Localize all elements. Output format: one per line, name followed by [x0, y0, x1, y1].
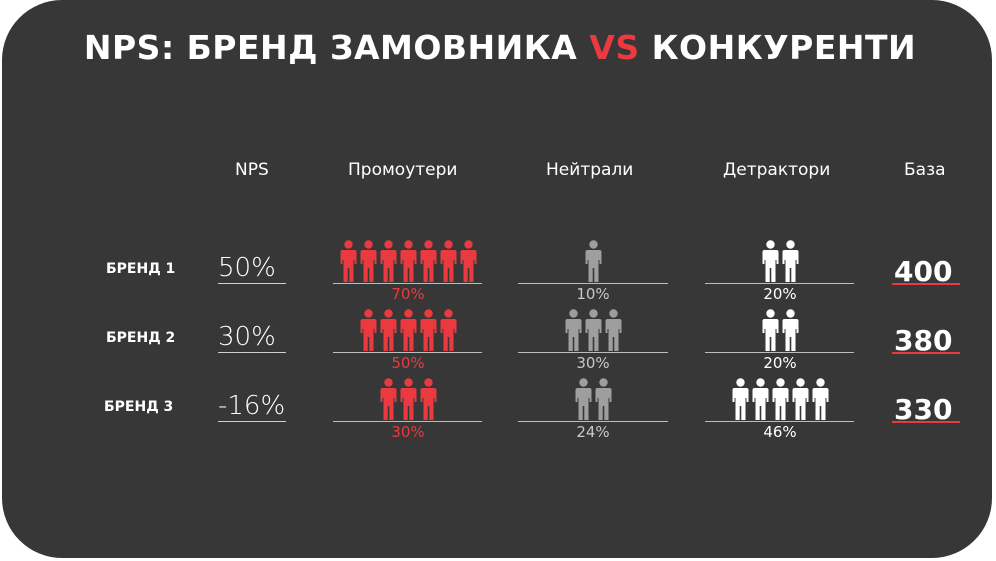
- person-icon: [782, 309, 798, 351]
- person-icon: [762, 240, 778, 282]
- header-promoters: Промоутери: [348, 160, 458, 180]
- promoters-icons: [338, 240, 478, 282]
- title-text: NPS: БРЕНД ЗАМОВНИКА: [83, 28, 590, 67]
- person-icon: [360, 309, 376, 351]
- nps-underline: [218, 421, 286, 422]
- nps-value: 30%: [218, 322, 276, 352]
- promoters-baseline: [333, 352, 482, 353]
- promoters-baseline: [333, 283, 482, 284]
- person-icon: [782, 240, 798, 282]
- base-value: 400: [894, 255, 953, 288]
- detractors-baseline: [705, 421, 854, 422]
- brand-label: БРЕНД 2: [106, 330, 176, 346]
- person-icon: [732, 378, 748, 420]
- person-icon: [792, 378, 808, 420]
- header-nps: NPS: [235, 160, 269, 180]
- neutrals-percent: 24%: [576, 423, 610, 441]
- base-value: 330: [894, 393, 953, 426]
- promoters-percent: 70%: [391, 285, 425, 303]
- person-icon: [605, 309, 621, 351]
- detractors-percent: 46%: [763, 423, 797, 441]
- base-underline: [892, 283, 960, 285]
- person-icon: [752, 378, 768, 420]
- person-icon: [420, 240, 436, 282]
- person-icon: [420, 309, 436, 351]
- brand-label: БРЕНД 1: [106, 261, 176, 277]
- person-icon: [762, 309, 778, 351]
- person-icon: [380, 240, 396, 282]
- neutrals-icons: [573, 378, 613, 420]
- promoters-icons: [378, 378, 438, 420]
- detractors-percent: 20%: [763, 354, 797, 372]
- person-icon: [400, 378, 416, 420]
- title-vs: VS: [589, 28, 640, 67]
- person-icon: [400, 309, 416, 351]
- neutrals-percent: 10%: [576, 285, 610, 303]
- nps-value: 50%: [218, 253, 276, 283]
- neutrals-baseline: [518, 283, 668, 284]
- base-value: 380: [894, 324, 953, 357]
- neutrals-baseline: [518, 421, 668, 422]
- person-icon: [400, 240, 416, 282]
- base-underline: [892, 421, 960, 423]
- nps-underline: [218, 352, 286, 353]
- neutrals-baseline: [518, 352, 668, 353]
- detractors-baseline: [705, 283, 854, 284]
- person-icon: [380, 378, 396, 420]
- promoters-icons: [358, 309, 458, 351]
- detractors-icons: [730, 378, 830, 420]
- neutrals-icons: [583, 240, 603, 282]
- person-icon: [380, 309, 396, 351]
- brand-label: БРЕНД 3: [104, 399, 174, 415]
- promoters-baseline: [333, 421, 482, 422]
- person-icon: [340, 240, 356, 282]
- person-icon: [460, 240, 476, 282]
- person-icon: [575, 378, 591, 420]
- header-neutrals: Нейтрали: [546, 160, 634, 180]
- header-detractors: Детрактори: [723, 160, 831, 180]
- header-base: База: [904, 160, 946, 180]
- person-icon: [772, 378, 788, 420]
- nps-underline: [218, 283, 286, 284]
- person-icon: [585, 240, 601, 282]
- person-icon: [440, 240, 456, 282]
- detractors-percent: 20%: [763, 285, 797, 303]
- person-icon: [360, 240, 376, 282]
- nps-value: -16%: [218, 391, 286, 421]
- person-icon: [585, 309, 601, 351]
- detractors-baseline: [705, 352, 854, 353]
- person-icon: [420, 378, 436, 420]
- person-icon: [440, 309, 456, 351]
- detractors-icons: [760, 240, 800, 282]
- promoters-percent: 50%: [391, 354, 425, 372]
- neutrals-icons: [563, 309, 623, 351]
- neutrals-percent: 30%: [576, 354, 610, 372]
- detractors-icons: [760, 309, 800, 351]
- person-icon: [565, 309, 581, 351]
- base-underline: [892, 352, 960, 354]
- promoters-percent: 30%: [391, 423, 425, 441]
- person-icon: [812, 378, 828, 420]
- person-icon: [595, 378, 611, 420]
- title-text-end: КОНКУРЕНТИ: [639, 28, 917, 67]
- page-title: NPS: БРЕНД ЗАМОВНИКА VS КОНКУРЕНТИ: [2, 28, 992, 67]
